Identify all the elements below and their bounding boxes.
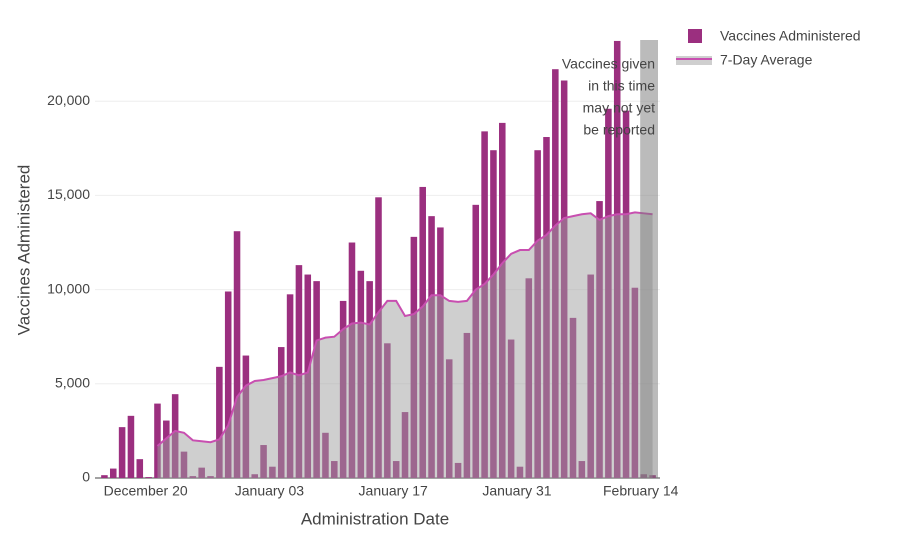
y-tick-label: 20,000 [47,92,90,108]
bar [295,265,303,478]
average-area [157,212,653,478]
average-line [156,211,653,447]
annotation: may not yet [583,100,655,116]
reporting-lag-region [640,40,658,478]
bar [109,468,117,478]
bar [216,366,223,478]
x-tick-label: February 14 [603,483,679,499]
legend-swatch [676,56,712,65]
legend-swatch [688,29,702,43]
x-tick-label: January 17 [359,483,428,499]
y-tick-label: 15,000 [47,186,90,202]
annotation: be reported [583,122,655,138]
y-tick-label: 0 [82,469,90,485]
x-tick-label: January 03 [235,483,304,499]
bar [101,475,108,478]
annotation: Vaccines given [562,56,655,72]
x-tick-label: January 31 [482,483,551,499]
y-axis-title: Vaccines Administered [14,165,33,336]
bar [154,403,161,478]
bar [233,231,241,478]
legend-label: Vaccines Administered [720,28,861,44]
bar [145,477,152,478]
legend: Vaccines Administered 7-Day Average [676,28,861,68]
legend-label: 7-Day Average [720,52,813,68]
x-axis-title: Administration Date [301,509,449,528]
y-tick-label: 5,000 [55,375,90,391]
bar [118,427,126,478]
bar [136,459,144,478]
annotation: in this time [588,78,655,94]
bar [127,415,135,478]
bar [224,291,232,478]
y-tick-label: 10,000 [47,280,90,296]
x-tick-label: December 20 [104,483,188,499]
